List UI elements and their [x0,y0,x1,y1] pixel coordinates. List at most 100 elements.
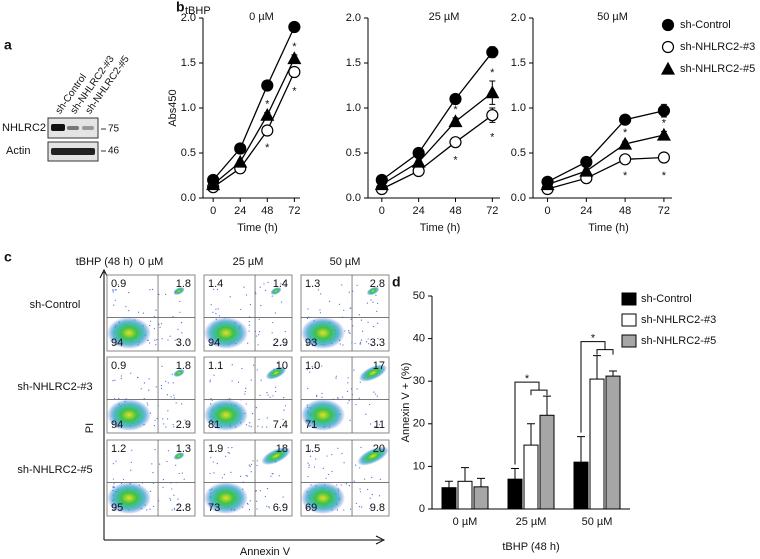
band [51,124,65,131]
event-dot [149,490,151,492]
event-dot [343,462,345,464]
marker [260,107,275,121]
event-dot [167,339,169,341]
event-dot [358,397,360,399]
y-tick-label: 0.5 [346,147,361,159]
event-dot [252,364,255,366]
quadrant-value: 2.8 [370,278,385,290]
series-line [547,156,664,190]
event-dot [209,344,211,346]
error-bar [477,477,485,487]
event-dot [218,315,221,317]
event-dot [314,366,316,369]
marker [619,153,632,166]
event-dot [250,426,252,428]
event-dot [326,455,328,457]
event-dot [355,464,357,466]
band [82,126,94,130]
event-dot [306,317,309,320]
event-dot [172,316,174,318]
event-dot [271,295,273,297]
y-tick-label: 1.0 [346,102,361,114]
event-dot [371,344,373,346]
marker [261,79,274,92]
legend-label: sh-NHLRC2-#3 [680,41,755,53]
event-dot [167,450,169,452]
event-dot [112,478,115,480]
event-dot [331,470,333,473]
event-dot [244,390,246,393]
event-dot [169,499,172,501]
event-dot [271,332,273,334]
event-dot [348,330,350,332]
event-dot [355,502,357,504]
event-dot [321,365,323,367]
y-tick-label: 40 [413,333,425,345]
event-dot [184,419,186,421]
event-dot [173,394,175,396]
gate [301,357,389,433]
event-dot [359,381,361,383]
event-dot [371,493,373,496]
event-dot [245,474,247,477]
event-dot [171,509,173,511]
series-line [381,92,493,186]
series-line [212,58,295,185]
event-dot [375,294,377,296]
event-dot [274,312,276,314]
event-dot [280,283,282,285]
event-dot [337,447,339,449]
quadrant-value: 3.0 [176,337,191,349]
quadrant-value: 1.3 [176,443,191,455]
y-tick-label: 0.5 [181,147,196,159]
column-header: 0 µM [139,256,164,268]
x-label: Time (h) [420,222,461,234]
event-dot [348,291,350,293]
quadrant-value: 0.9 [111,360,126,372]
chart-title: 0 µM [249,11,274,23]
event-dot [267,281,269,283]
event-dot [114,379,116,381]
marker [374,177,389,191]
gate [204,275,292,351]
quadrant-value: 2.9 [176,419,191,431]
event-dot [282,496,284,498]
y-tick-label: 0.0 [346,192,361,204]
event-dot [319,309,321,311]
marker [656,127,671,141]
x-tick-label: 72 [288,205,300,217]
y-tick-label: 0 [419,503,425,515]
event-dot [182,509,184,511]
error-bar [445,480,453,488]
quadrant-value: 1.9 [208,443,223,455]
event-dot [171,488,173,490]
gate [107,357,195,433]
marker [618,136,633,150]
event-dot [277,362,279,364]
flow-axes [99,268,386,545]
event-dot [173,426,175,428]
event-dot [376,395,378,397]
event-dot [373,426,375,428]
event-dot [172,423,174,426]
significance: * [453,104,458,116]
legend-swatch [621,334,637,348]
quadrant-value: 3.3 [370,337,385,349]
error-bar [609,370,617,377]
event-dot [279,425,282,428]
y-tick-label: 1.0 [511,102,526,114]
x-tick-label: 24 [413,205,425,217]
event-dot [307,308,309,310]
event-dot [130,469,132,471]
error-bar [527,423,535,446]
event-dot [248,324,250,326]
event-dot [356,388,358,390]
bar [441,487,457,510]
density-cluster [357,446,389,466]
event-dot [187,422,189,424]
density-cluster [173,452,185,460]
event-dot [161,338,163,340]
event-dot [342,396,344,398]
event-dot [307,475,309,478]
event-dot [307,462,309,464]
